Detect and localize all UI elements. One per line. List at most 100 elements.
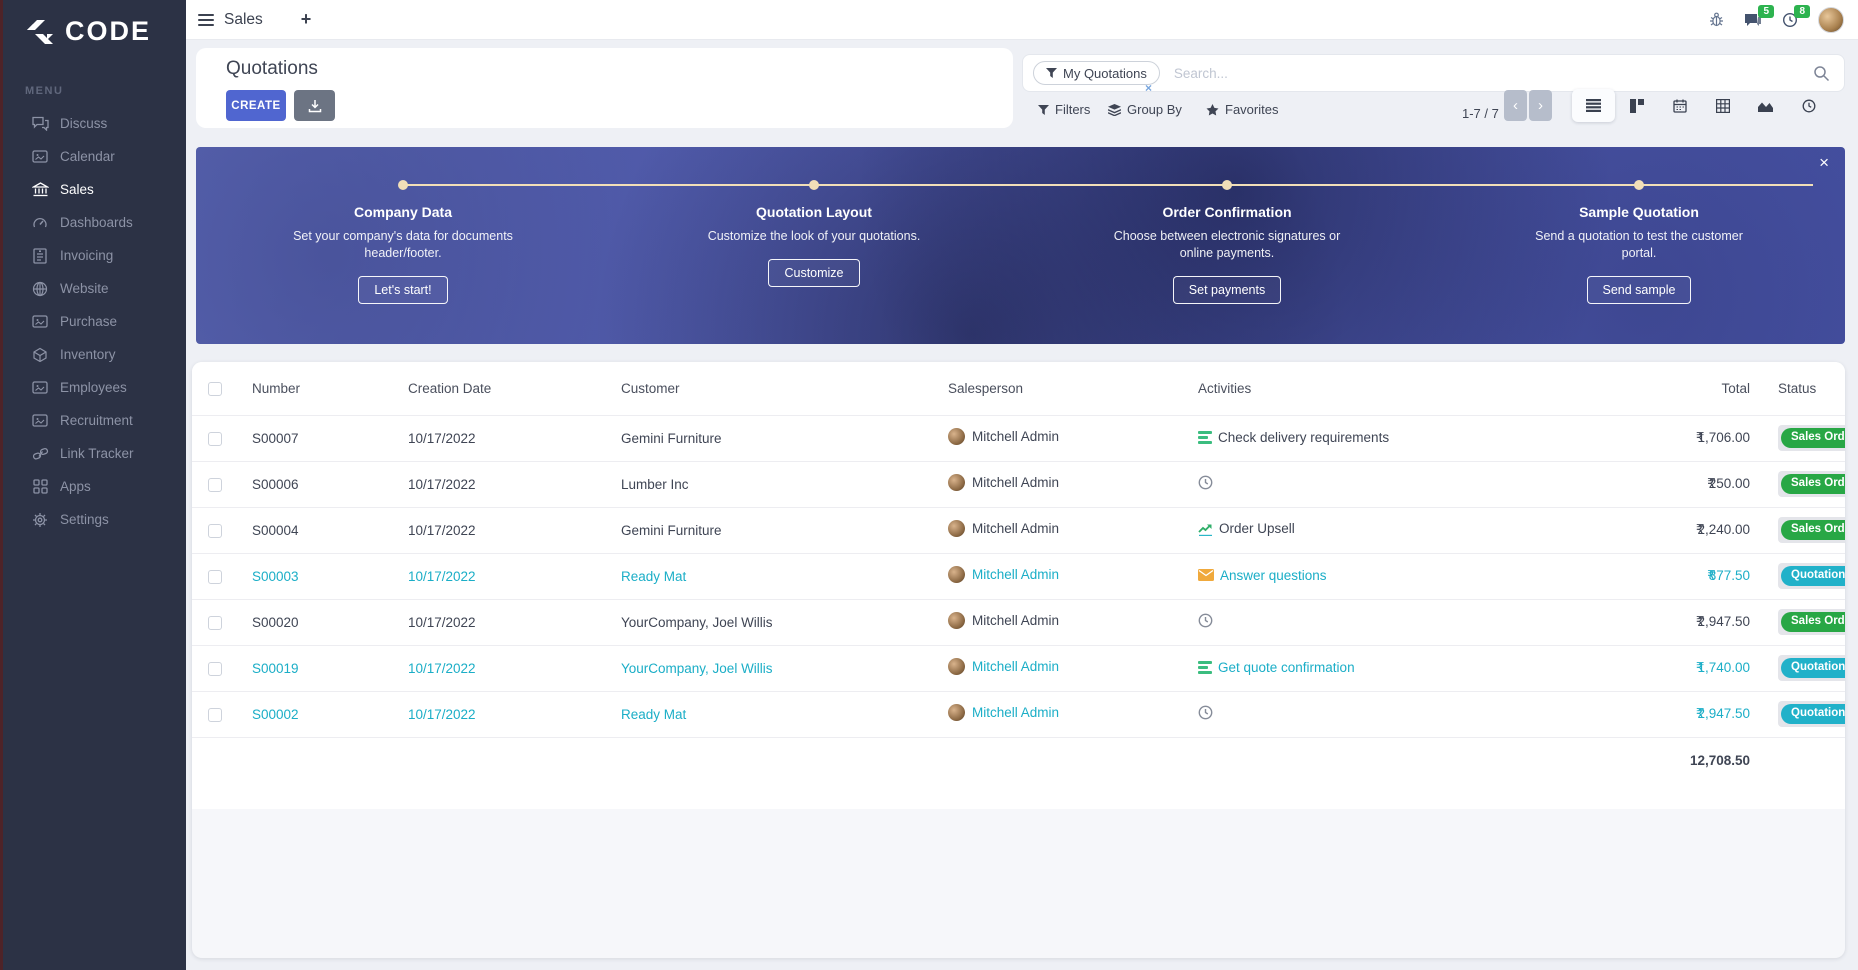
topbar-app-title[interactable]: Sales xyxy=(224,11,263,29)
cell-activity[interactable]: Check delivery requirements xyxy=(1218,430,1389,445)
cell-number: S00019 xyxy=(238,645,394,691)
table-row[interactable]: S00006 10/17/2022 Lumber Inc Mitchell Ad… xyxy=(192,461,1845,507)
filters-button[interactable]: Filters xyxy=(1038,102,1090,117)
magnifier-icon[interactable] xyxy=(1813,65,1830,82)
view-calendar-button[interactable] xyxy=(1658,89,1701,122)
column-header-status[interactable]: Status xyxy=(1764,362,1845,415)
send-sample-button[interactable]: Send sample xyxy=(1587,276,1692,304)
filters-label: Filters xyxy=(1055,102,1090,117)
cell-date: 10/17/2022 xyxy=(394,691,607,737)
status-badge: Sales Order xyxy=(1781,520,1845,540)
tasks-icon[interactable] xyxy=(1198,431,1212,444)
row-checkbox[interactable] xyxy=(208,662,222,676)
row-checkbox[interactable] xyxy=(208,432,222,446)
column-header-total[interactable]: Total xyxy=(1564,362,1764,415)
cell-number: S00003 xyxy=(238,553,394,599)
view-activity-button[interactable] xyxy=(1787,89,1830,122)
clock-icon[interactable] xyxy=(1198,613,1213,628)
table-row[interactable]: S00003 10/17/2022 Ready Mat Mitchell Adm… xyxy=(192,553,1845,599)
cell-date: 10/17/2022 xyxy=(394,553,607,599)
table-row[interactable]: S00020 10/17/2022 YourCompany, Joel Will… xyxy=(192,599,1845,645)
sidebar-item-recruitment[interactable]: Recruitment xyxy=(3,404,186,437)
column-header-activities[interactable]: Activities xyxy=(1184,362,1564,415)
view-pivot-button[interactable] xyxy=(1701,89,1744,122)
funnel-icon xyxy=(1046,68,1057,78)
sidebar-item-label: Inventory xyxy=(60,347,116,362)
app-logo[interactable]: CODE xyxy=(3,0,186,47)
create-button[interactable]: CREATE xyxy=(226,90,286,121)
sidebar-item-invoicing[interactable]: Invoicing xyxy=(3,239,186,272)
chart-up-icon[interactable] xyxy=(1198,522,1213,536)
download-icon xyxy=(308,99,322,113)
footer-total: 12,708.50 xyxy=(1564,737,1764,783)
grid-icon xyxy=(31,479,49,494)
tasks-icon[interactable] xyxy=(1198,661,1212,674)
cell-salesperson: Mitchell Admin xyxy=(972,567,1059,582)
cell-total: 2,240.00 xyxy=(1697,522,1750,537)
select-all-checkbox[interactable] xyxy=(208,382,222,396)
cell-number: S00007 xyxy=(238,415,394,461)
column-header-customer[interactable]: Customer xyxy=(607,362,934,415)
table-row[interactable]: S00004 10/17/2022 Gemini Furniture Mitch… xyxy=(192,507,1845,553)
table-row[interactable]: S00002 10/17/2022 Ready Mat Mitchell Adm… xyxy=(192,691,1845,737)
activities-button[interactable]: 8 xyxy=(1782,12,1798,28)
sidebar-item-discuss[interactable]: Discuss xyxy=(3,107,186,140)
cell-salesperson: Mitchell Admin xyxy=(972,429,1059,444)
debug-bug-icon[interactable] xyxy=(1709,12,1724,27)
table-footer-row: 12,708.50 xyxy=(192,737,1845,783)
messages-button[interactable]: 5 xyxy=(1744,12,1762,28)
sidebar-item-website[interactable]: Website xyxy=(3,272,186,305)
status-badge: Sales Order xyxy=(1781,428,1845,448)
table-row[interactable]: S00019 10/17/2022 YourCompany, Joel Will… xyxy=(192,645,1845,691)
close-icon[interactable]: × xyxy=(1819,153,1829,173)
row-checkbox[interactable] xyxy=(208,524,222,538)
sidebar-item-dashboards[interactable]: Dashboards xyxy=(3,206,186,239)
sidebar-item-link-tracker[interactable]: Link Tracker xyxy=(3,437,186,470)
new-tab-button[interactable]: + xyxy=(301,9,312,30)
step-title: Company Data xyxy=(273,204,533,220)
pager-next-button[interactable]: › xyxy=(1529,90,1552,121)
cell-activity[interactable]: Get quote confirmation xyxy=(1218,660,1355,675)
facet-remove-icon[interactable]: × xyxy=(1145,82,1152,94)
export-button[interactable] xyxy=(294,90,335,121)
row-checkbox[interactable] xyxy=(208,708,222,722)
sidebar-item-settings[interactable]: Settings xyxy=(3,503,186,536)
hamburger-menu-icon[interactable] xyxy=(198,11,214,29)
star-icon xyxy=(1206,104,1219,116)
search-facet[interactable]: My Quotations xyxy=(1033,61,1160,85)
sidebar-item-employees[interactable]: Employees xyxy=(3,371,186,404)
cell-customer: YourCompany, Joel Willis xyxy=(607,599,934,645)
chat-bubbles-icon xyxy=(31,116,49,131)
clock-icon[interactable] xyxy=(1198,705,1213,720)
envelope-icon[interactable] xyxy=(1198,569,1214,581)
sidebar-item-inventory[interactable]: Inventory xyxy=(3,338,186,371)
lets-start-button[interactable]: Let's start! xyxy=(358,276,447,304)
column-header-salesperson[interactable]: Salesperson xyxy=(934,362,1184,415)
row-checkbox[interactable] xyxy=(208,616,222,630)
view-switcher xyxy=(1572,89,1830,122)
sidebar-item-purchase[interactable]: Purchase xyxy=(3,305,186,338)
customize-button[interactable]: Customize xyxy=(768,259,859,287)
row-checkbox[interactable] xyxy=(208,570,222,584)
view-list-button[interactable] xyxy=(1572,89,1615,122)
view-kanban-button[interactable] xyxy=(1615,89,1658,122)
search-bar[interactable]: My Quotations × Search... xyxy=(1022,54,1845,92)
cell-activity[interactable]: Answer questions xyxy=(1220,568,1327,583)
sidebar-item-apps[interactable]: Apps xyxy=(3,470,186,503)
view-graph-button[interactable] xyxy=(1744,89,1787,122)
row-checkbox[interactable] xyxy=(208,478,222,492)
group-by-button[interactable]: Group By xyxy=(1108,102,1182,117)
favorites-button[interactable]: Favorites xyxy=(1206,102,1278,117)
cell-activity[interactable]: Order Upsell xyxy=(1219,521,1295,536)
sidebar-item-sales[interactable]: Sales xyxy=(3,173,186,206)
user-avatar[interactable] xyxy=(1818,7,1844,33)
table-row[interactable]: S00007 10/17/2022 Gemini Furniture Mitch… xyxy=(192,415,1845,461)
column-header-creation-date[interactable]: Creation Date xyxy=(394,362,607,415)
pager-previous-button[interactable]: ‹ xyxy=(1504,90,1527,121)
cell-customer: Gemini Furniture xyxy=(607,507,934,553)
sidebar-item-label: Website xyxy=(60,281,109,296)
clock-icon[interactable] xyxy=(1198,475,1213,490)
set-payments-button[interactable]: Set payments xyxy=(1173,276,1281,304)
sidebar-item-calendar[interactable]: Calendar xyxy=(3,140,186,173)
column-header-number[interactable]: Number xyxy=(238,362,394,415)
